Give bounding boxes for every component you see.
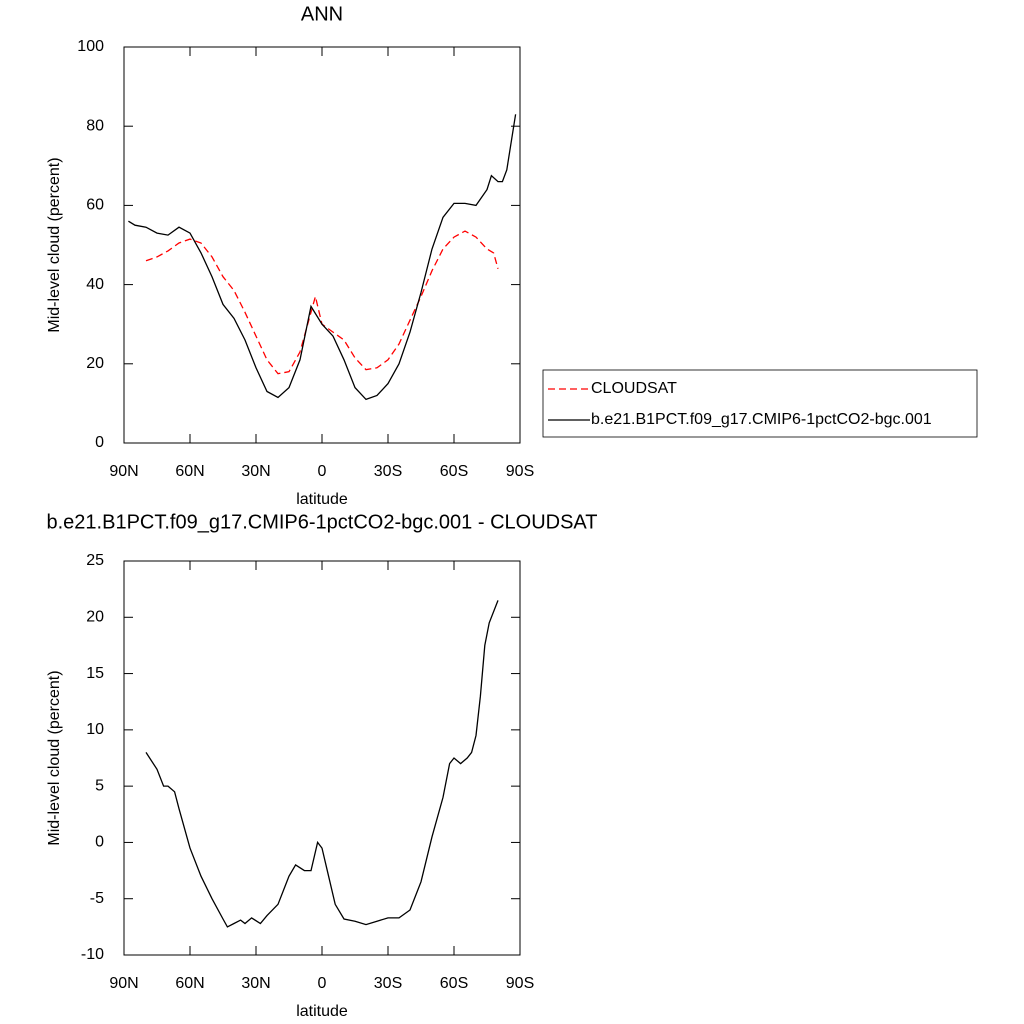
data-line [145, 230, 499, 375]
data-line [145, 600, 499, 928]
x-tick-label: 90S [506, 463, 534, 480]
legend-label: CLOUDSAT [591, 380, 677, 397]
legend-label: b.e21.B1PCT.f09_g17.CMIP6-1pctCO2-bgc.00… [591, 411, 932, 428]
chart-title: ANN [301, 3, 343, 25]
y-tick-label: -5 [90, 890, 104, 907]
x-tick-label: 30N [241, 975, 270, 992]
y-tick-label: 25 [86, 552, 104, 569]
y-tick-label: 60 [86, 197, 104, 214]
y-tick-label: -10 [81, 946, 104, 963]
x-axis-label: latitude [296, 491, 348, 508]
y-tick-label: 15 [86, 665, 104, 682]
x-tick-label: 30S [374, 975, 402, 992]
x-tick-label: 30N [241, 463, 270, 480]
x-tick-label: 90S [506, 975, 534, 992]
x-tick-label: 90N [109, 463, 138, 480]
y-tick-label: 20 [86, 609, 104, 626]
x-tick-label: 0 [318, 463, 327, 480]
data-line [128, 114, 517, 401]
y-tick-label: 0 [95, 434, 104, 451]
chart-title: b.e21.B1PCT.f09_g17.CMIP6-1pctCO2-bgc.00… [47, 511, 598, 533]
x-tick-label: 60N [175, 975, 204, 992]
y-tick-label: 100 [77, 38, 104, 55]
plot-frame [123, 46, 521, 444]
x-tick-label: 90N [109, 975, 138, 992]
y-tick-label: 40 [86, 276, 104, 293]
x-tick-label: 60S [440, 975, 468, 992]
y-tick-label: 80 [86, 117, 104, 134]
y-tick-label: 10 [86, 721, 104, 738]
legend-box [542, 369, 978, 438]
y-tick-label: 20 [86, 355, 104, 372]
x-axis-label: latitude [296, 1003, 348, 1020]
y-axis-label: Mid-level cloud (percent) [46, 670, 63, 845]
x-tick-label: 60S [440, 463, 468, 480]
y-axis-label: Mid-level cloud (percent) [46, 157, 63, 332]
x-tick-label: 30S [374, 463, 402, 480]
x-tick-label: 60N [175, 463, 204, 480]
x-tick-label: 0 [318, 975, 327, 992]
y-tick-label: 5 [95, 777, 104, 794]
y-tick-label: 0 [95, 834, 104, 851]
plot-frame [123, 560, 521, 956]
